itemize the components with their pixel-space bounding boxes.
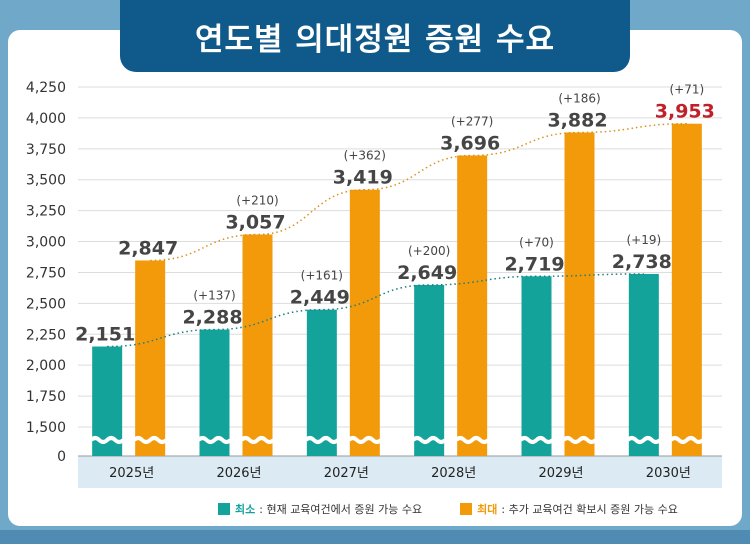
y-tick-label: 3,250 [26,204,66,220]
legend-text-min: : 현재 교육여건에서 증원 가능 수요 [259,503,423,516]
axis-break-mark [411,436,447,444]
axis-break-mark [454,436,490,444]
x-axis-band [78,456,722,488]
bar-max [242,234,273,456]
data-label-min: 2,738 [612,251,672,273]
increment-label-min: (+19) [626,233,661,247]
legend-swatch-max [460,503,473,515]
legend-item-max: 최대 : 추가 교육여건 확보시 증원 가능 수요 [460,501,678,517]
trend-line-max [150,122,687,262]
bottom-strip [0,530,750,544]
legend-text-max: : 추가 교육여건 확보시 증원 가능 수요 [501,503,678,516]
data-label-max: 3,696 [440,132,500,154]
bar-min [414,284,445,456]
increment-label-min: (+161) [301,269,343,283]
x-tick-label: 2030년 [646,466,691,481]
increment-label-min: (+200) [408,244,450,258]
y-tick-label: 4,000 [26,111,66,127]
increment-label-max: (+277) [451,114,493,128]
axis-break-mark [304,436,340,444]
increment-label-max: (+71) [669,83,704,97]
bar-max [349,189,380,456]
increment-label-min: (+70) [519,235,554,249]
y-tick-label: 2,750 [26,265,66,281]
x-tick-label: 2026년 [216,466,261,481]
x-tick-label: 2025년 [109,466,154,481]
axis-break-mark [669,436,705,444]
legend-item-min: 최소 : 현재 교육여건에서 증원 가능 수요 [218,501,422,517]
title-banner: 연도별 의대정원 증원 수요 [120,0,630,72]
bar-max [135,260,166,456]
chart-title: 연도별 의대정원 증원 수요 [194,21,556,58]
increment-label-max: (+210) [236,193,278,207]
bar-max [564,132,595,457]
axis-break-mark [519,436,554,444]
axis-break-mark [562,436,597,444]
data-label-min: 2,151 [75,324,135,346]
y-tick-label: 3,500 [26,173,66,189]
y-tick-label: 2,000 [26,358,66,374]
increment-label-max: (+186) [558,91,600,105]
y-tick-label: 2,500 [26,296,66,312]
y-tick-label: 1,500 [26,420,66,436]
data-label-max: 3,882 [547,109,607,131]
bar-min [628,273,659,456]
axis-break-mark [132,436,168,444]
legend-swatch-min [218,503,230,515]
axis-break-mark [89,436,125,444]
x-tick-label: 2027년 [324,466,369,481]
y-tick-label: 0 [57,449,66,465]
bar-min [521,276,552,456]
bar-min [199,329,230,456]
y-tick-label: 1,750 [26,389,66,405]
x-tick-label: 2028년 [431,466,476,481]
data-label-min: 2,649 [397,262,457,284]
bar-min [306,309,337,456]
axis-break-mark [347,436,383,444]
legend: 최소 : 현재 교육여건에서 증원 가능 수요 최대 : 추가 교육여건 확보시… [218,500,716,518]
y-tick-label: 2,250 [26,327,66,343]
y-tick-label: 3,750 [26,142,66,158]
increment-label-max: (+362) [344,149,386,163]
axis-break-mark [240,436,275,444]
data-label-max: 2,847 [118,237,178,259]
bar-max [457,155,488,456]
data-label-min: 2,288 [182,307,242,329]
y-tick-label: 4,250 [26,80,66,96]
bar-max [671,123,702,456]
data-label-max: 3,057 [225,211,285,233]
legend-key-max: 최대 [477,503,498,516]
legend-key-min: 최소 [235,503,256,516]
increment-label-min: (+137) [193,289,235,303]
data-label-max: 3,419 [333,167,393,189]
data-label-min: 2,719 [504,253,564,275]
axis-break-mark [626,436,662,444]
x-tick-label: 2029년 [538,466,583,481]
y-tick-label: 3,000 [26,235,66,251]
data-label-min: 2,449 [290,287,350,309]
data-label-max: 3,953 [655,101,715,123]
axis-break-mark [197,436,232,444]
